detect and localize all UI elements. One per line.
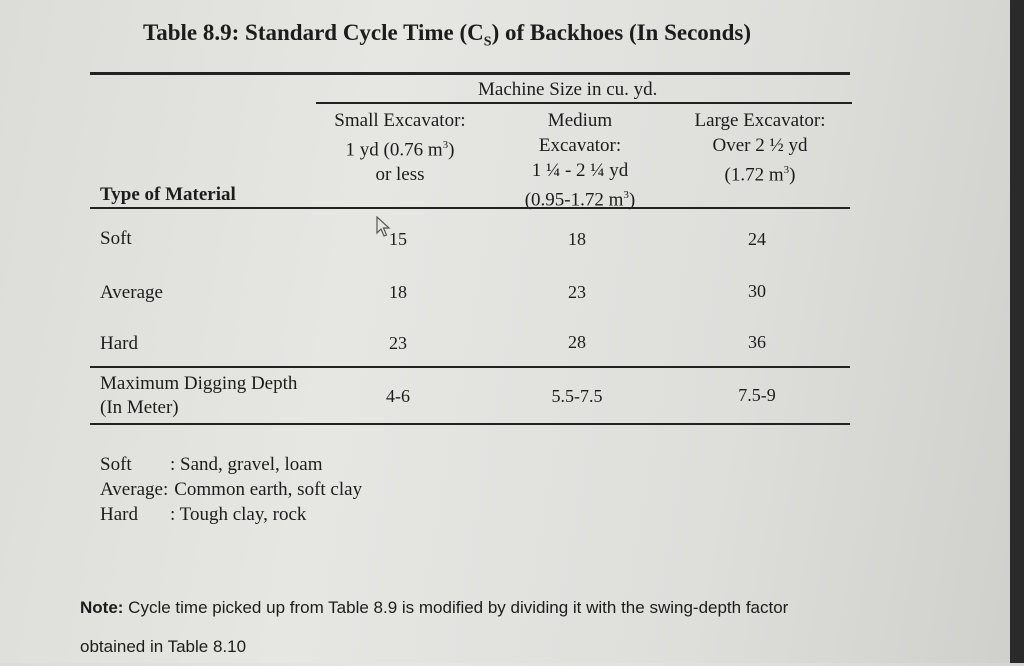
bottom-rule	[90, 423, 850, 425]
cell-medium: 23	[568, 282, 586, 302]
legend-item: Average: Common earth, soft clay	[100, 479, 363, 500]
table-title: Table 8.9: Standard Cycle Time (CS) of B…	[143, 20, 751, 50]
depth-small: 4-6	[386, 386, 410, 406]
group-rule	[316, 102, 852, 104]
material-legend: Soft: Sand, gravel, loam Average: Common …	[100, 452, 362, 527]
row-label: Average	[100, 282, 163, 303]
row-label: Soft	[100, 228, 132, 249]
cell-small: 23	[389, 333, 407, 353]
cell-medium: 18	[568, 229, 586, 249]
row-label: Hard	[100, 333, 138, 354]
depth-medium: 5.5-7.5	[551, 386, 603, 406]
top-rule	[90, 72, 850, 75]
screen-edge	[1010, 0, 1024, 663]
cell-large: 36	[748, 332, 766, 352]
depth-large: 7.5-9	[738, 385, 776, 405]
header-rule	[90, 207, 850, 209]
depth-label: Maximum Digging Depth (In Meter)	[100, 373, 298, 418]
legend-item: Hard: Tough clay, rock	[100, 504, 307, 525]
depth-top-rule	[90, 366, 850, 368]
type-of-material-header: Type of Material	[100, 184, 236, 205]
cell-large: 30	[748, 281, 766, 301]
legend-item: Soft: Sand, gravel, loam	[100, 454, 323, 475]
mouse-pointer-icon	[376, 216, 391, 237]
cell-small: 18	[389, 282, 407, 302]
cell-large: 24	[748, 229, 766, 249]
note-text: Note: Cycle time picked up from Table 8.…	[80, 598, 789, 656]
cell-small: 15	[389, 229, 407, 249]
small-excavator-header: Small Excavator: 1 yd (0.76 m3) or less	[334, 110, 466, 186]
medium-excavator-header: Medium Excavator: 1 ¼ - 2 ¼ yd (0.95-1.7…	[524, 110, 636, 211]
cell-medium: 28	[568, 332, 586, 352]
large-excavator-header: Large Excavator: Over 2 ½ yd (1.72 m3)	[694, 110, 826, 186]
machine-size-header: Machine Size in cu. yd.	[478, 79, 658, 100]
